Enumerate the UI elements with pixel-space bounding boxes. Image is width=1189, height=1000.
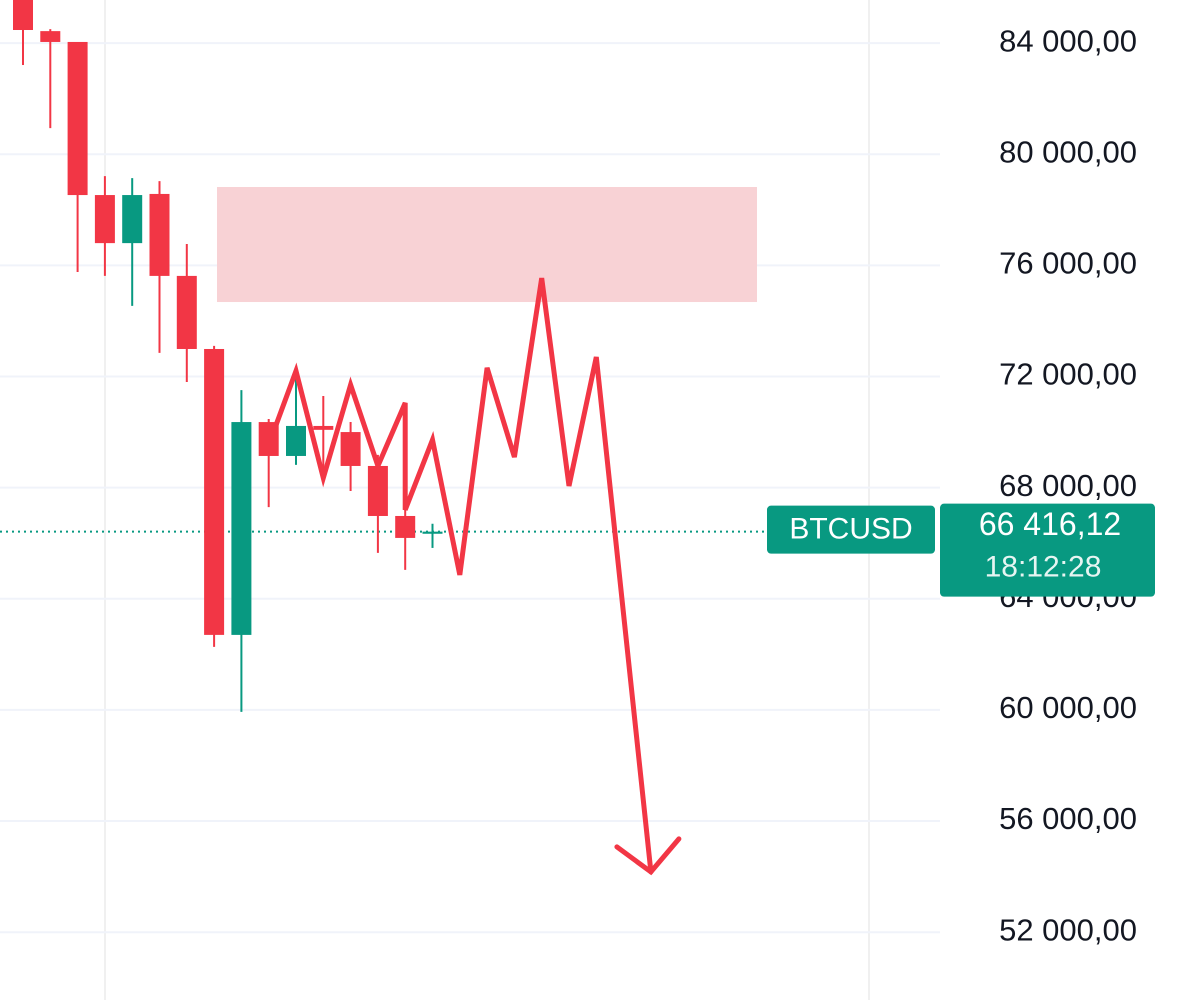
symbol-box [767, 505, 935, 554]
zone [217, 186, 757, 303]
y-tick-label: 84 000,00 [999, 23, 1137, 58]
candle-body [395, 515, 416, 538]
arrow-head [614, 836, 682, 876]
y-tick-label: 72 000,00 [999, 357, 1137, 392]
candle-body [67, 41, 88, 196]
y-tick-label: 56 000,00 [999, 801, 1137, 836]
y-tick-label: 68 000,00 [999, 468, 1137, 503]
y-tick-label: 60 000,00 [999, 690, 1137, 725]
candle-body [231, 422, 252, 635]
candle-body [13, 0, 33, 31]
candle-body [313, 425, 334, 430]
candle-body [149, 193, 170, 276]
symbol-label: BTCUSD [789, 513, 912, 546]
candle-body [422, 531, 443, 534]
candle-body [367, 465, 388, 516]
countdown: 18:12:28 [985, 551, 1102, 584]
price-box [940, 503, 1155, 597]
drawn-path [271, 277, 654, 875]
candle-body [94, 195, 115, 244]
y-tick-label: 52 000,00 [999, 912, 1137, 947]
candle-body [122, 195, 143, 244]
last-price-label: 66 416,12 [979, 506, 1121, 542]
candle-body [340, 432, 361, 466]
candle-body [40, 31, 61, 42]
y-tick-label: 76 000,00 [999, 246, 1137, 281]
candle-body [176, 275, 197, 349]
candle-body [204, 348, 225, 635]
candle-body [286, 425, 306, 456]
y-tick-label: 80 000,00 [999, 134, 1137, 169]
